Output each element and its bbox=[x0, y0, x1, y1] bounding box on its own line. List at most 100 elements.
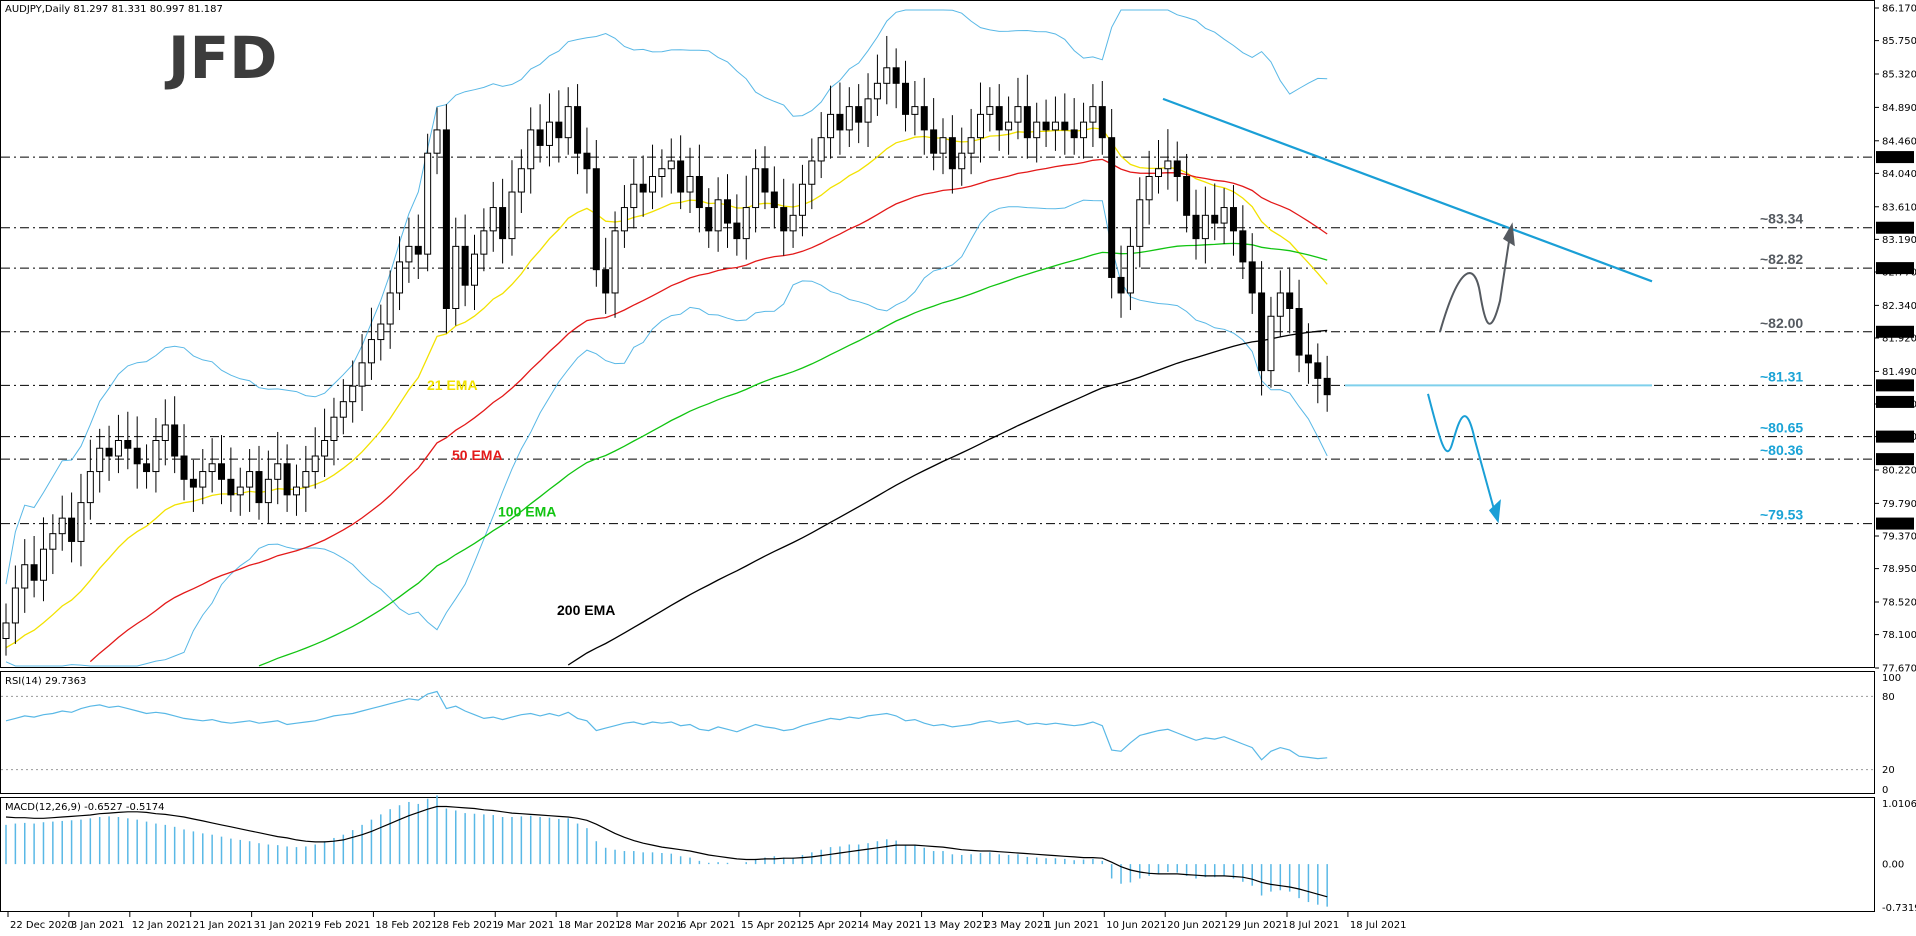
ema50-line bbox=[89, 158, 1328, 663]
price-tick-label: 83.190 bbox=[1882, 235, 1916, 246]
candle-bear bbox=[461, 245, 469, 286]
candle-bear bbox=[892, 67, 900, 84]
candle-bull bbox=[564, 106, 572, 139]
rsi-panel-frame bbox=[0, 671, 1875, 794]
time-tick-label: 28 Feb 2021 bbox=[436, 920, 498, 931]
candle-bull bbox=[1080, 121, 1088, 139]
candle-bull bbox=[161, 424, 169, 441]
candle-bull bbox=[321, 439, 329, 457]
candle-bull bbox=[471, 253, 478, 286]
candle-bull bbox=[367, 339, 375, 364]
candle-bear bbox=[1061, 121, 1069, 131]
level-tag-value: 79.530 bbox=[1879, 519, 1914, 530]
candle-bull bbox=[264, 478, 272, 504]
candle-bear bbox=[1295, 307, 1303, 356]
level-label: ~83.34 bbox=[1760, 211, 1803, 227]
candle-bear bbox=[761, 168, 769, 193]
candle-bull bbox=[845, 106, 853, 131]
candle-bull bbox=[714, 199, 722, 232]
candle-bull bbox=[199, 471, 207, 488]
candle-bear bbox=[1286, 292, 1294, 309]
candle-bull bbox=[958, 152, 966, 170]
candle-bull bbox=[405, 245, 413, 263]
price-tick-label: 78.100 bbox=[1882, 630, 1916, 641]
time-tick-label: 9 Feb 2021 bbox=[315, 920, 371, 931]
candle-bull bbox=[480, 230, 488, 255]
bollinger-bands bbox=[5, 9, 1328, 667]
candle-bear bbox=[555, 121, 563, 139]
time-tick-label: 8 Jul 2021 bbox=[1289, 920, 1339, 931]
candle-bear bbox=[695, 175, 703, 209]
time-tick-label: 29 Jun 2021 bbox=[1228, 920, 1288, 931]
price-tick-label: 85.750 bbox=[1882, 36, 1916, 47]
lower-band bbox=[5, 199, 1328, 667]
candle-bull bbox=[527, 129, 535, 170]
candle-bear bbox=[1023, 106, 1031, 139]
candle-bull bbox=[611, 230, 619, 294]
candle-bull bbox=[1201, 214, 1209, 240]
candle-bull bbox=[986, 106, 994, 115]
price-tick-label: 85.320 bbox=[1882, 70, 1916, 81]
candle-bear bbox=[143, 463, 151, 473]
candle-bull bbox=[883, 67, 891, 84]
time-tick-label: 1 Jun 2021 bbox=[1045, 920, 1099, 931]
ema200-line bbox=[567, 329, 1328, 666]
candle-bull bbox=[96, 447, 104, 473]
level-tag bbox=[1876, 325, 1914, 338]
level-tag-value: 83.340 bbox=[1879, 223, 1914, 234]
candle-bull bbox=[396, 261, 404, 294]
downtrend-line bbox=[1162, 97, 1653, 283]
price-tick-label: 80.650 bbox=[1882, 432, 1916, 443]
candle-bear bbox=[1323, 377, 1331, 396]
candle-bear bbox=[180, 455, 188, 480]
candle-bull bbox=[742, 207, 750, 240]
time-tick-label: 22 Dec 2020 bbox=[10, 920, 74, 931]
macd-tick-label: 0.00 bbox=[1882, 860, 1904, 871]
price-tick-label: 84.040 bbox=[1882, 169, 1916, 180]
candle-bull bbox=[967, 137, 975, 154]
annotations: 21 EMA 50 EMA 100 EMA 200 EMA bbox=[427, 97, 1653, 618]
candle-bull bbox=[1155, 168, 1163, 177]
candle-bull bbox=[424, 152, 432, 255]
bullish-arrow-head bbox=[1502, 222, 1515, 247]
rsi-line bbox=[5, 690, 1328, 761]
candle-bear bbox=[442, 129, 450, 309]
level-tag-value: 80.360 bbox=[1879, 455, 1914, 466]
candle-bull bbox=[21, 564, 29, 589]
price-tick-label: 82.770 bbox=[1882, 268, 1916, 279]
candle-bear bbox=[780, 207, 788, 232]
ema50-label: 50 EMA bbox=[452, 447, 503, 463]
candle-bull bbox=[1126, 245, 1134, 294]
candle-bear bbox=[1183, 175, 1191, 216]
jfd-logo: JFD bbox=[164, 24, 277, 92]
level-label: ~82.82 bbox=[1760, 251, 1803, 267]
time-tick-label: 13 May 2021 bbox=[924, 920, 989, 931]
last-price-tag bbox=[1876, 395, 1914, 408]
candle-bear bbox=[1304, 354, 1312, 364]
candle-bull bbox=[433, 129, 441, 154]
candle-bear bbox=[30, 564, 38, 581]
candle-bear bbox=[1070, 129, 1078, 139]
level-tag bbox=[1876, 453, 1914, 466]
candle-bull bbox=[976, 113, 984, 139]
bearish-arrow-head bbox=[1489, 499, 1501, 524]
candle-bear bbox=[920, 106, 928, 131]
macd-panel-frame bbox=[0, 797, 1875, 912]
candle-bull bbox=[2, 622, 10, 639]
time-tick-label: 12 Jan 2021 bbox=[132, 920, 192, 931]
rsi-header: RSI(14) 29.7363 bbox=[5, 676, 86, 687]
level-tag-value: 82.000 bbox=[1879, 327, 1914, 338]
level-label: ~79.53 bbox=[1760, 507, 1803, 523]
candle-bear bbox=[902, 82, 910, 115]
level-tag bbox=[1876, 379, 1914, 392]
candle-bull bbox=[1136, 199, 1144, 247]
candle-bear bbox=[639, 183, 647, 193]
time-tick-label: 4 May 2021 bbox=[863, 920, 922, 931]
level-tag-value: 84.250 bbox=[1879, 153, 1914, 164]
candle-bear bbox=[677, 160, 685, 193]
macd-header: MACD(12,26,9) -0.6527 -0.5174 bbox=[5, 802, 165, 813]
candle-bear bbox=[133, 447, 141, 465]
candle-bear bbox=[124, 439, 132, 449]
